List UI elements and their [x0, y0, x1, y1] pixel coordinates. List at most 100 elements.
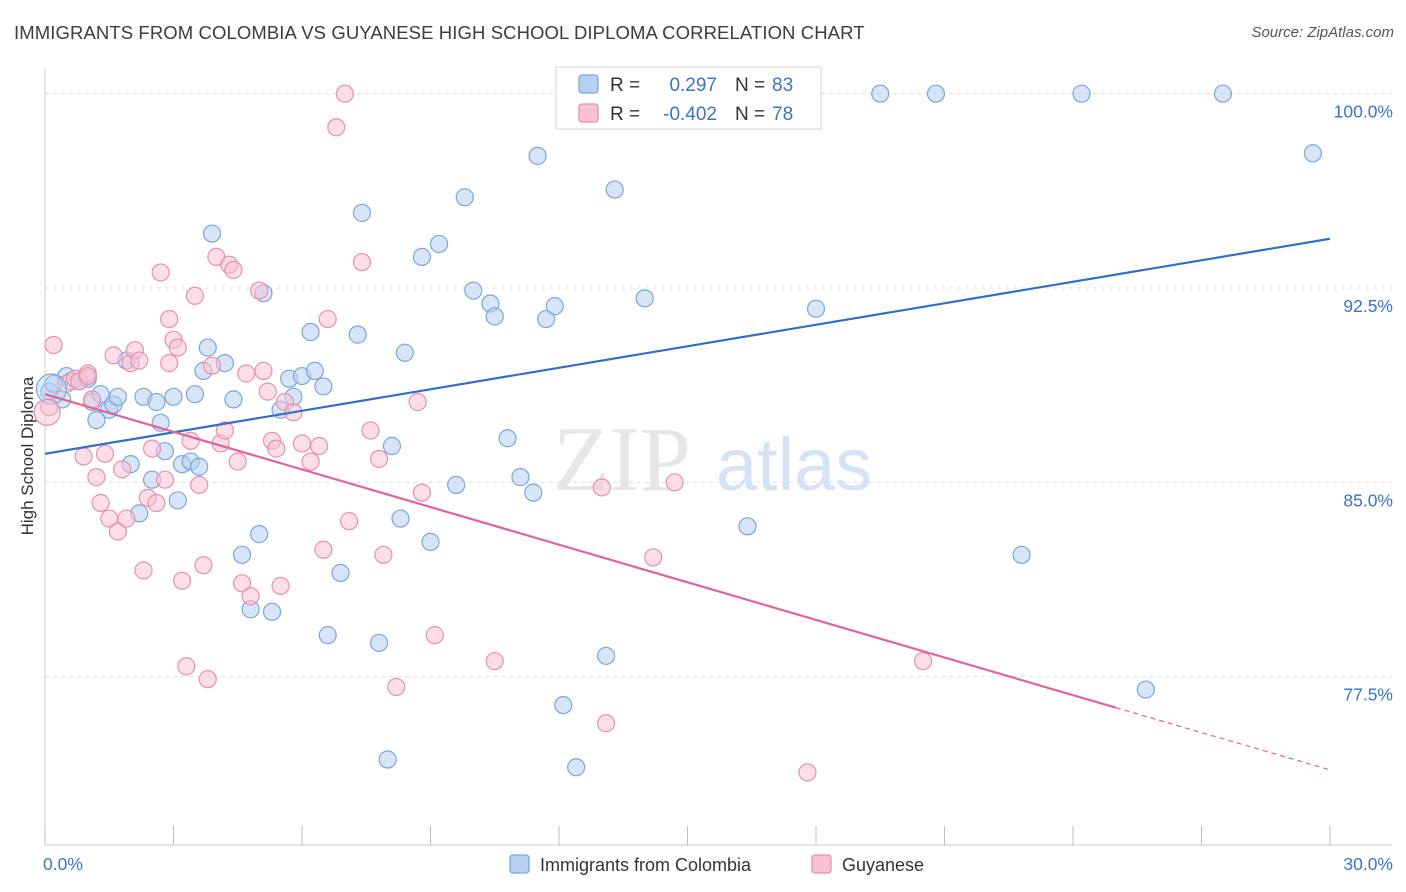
point-guyanese-56 — [318, 309, 337, 329]
watermark-zip: ZIP — [553, 408, 691, 510]
stats-n-label-guyanese: N = — [735, 104, 765, 125]
point-colombia-45 — [378, 750, 397, 769]
point-guyanese-68 — [485, 651, 504, 671]
point-guyanese-13 — [108, 522, 127, 541]
y-axis-label: High School Diploma — [18, 376, 37, 535]
point-colombia-18 — [164, 387, 183, 406]
point-guyanese-33 — [194, 556, 213, 575]
point-colombia-62 — [545, 297, 564, 316]
point-colombia-65 — [597, 646, 616, 665]
point-guyanese-9 — [91, 493, 110, 513]
legend: Immigrants from Colombia Guyanese — [509, 854, 924, 875]
axes — [44, 68, 1392, 846]
point-colombia-47 — [391, 509, 410, 528]
stats-n-value-guyanese: 78 — [772, 104, 793, 125]
point-colombia-41 — [331, 563, 350, 583]
point-guyanese-34 — [198, 670, 217, 689]
point-guyanese-19 — [134, 561, 153, 580]
point-colombia-77 — [1213, 84, 1233, 103]
stats-n-label-colombia: N = — [735, 75, 765, 96]
x-tick-label-0: 0.0% — [43, 854, 83, 874]
point-colombia-23 — [190, 457, 209, 476]
point-colombia-70 — [738, 517, 757, 536]
point-guyanese-65 — [408, 392, 427, 412]
point-guyanese-75 — [78, 366, 97, 386]
point-colombia-19 — [168, 491, 187, 510]
trend-line-colombia — [44, 237, 1331, 455]
stats-swatch-colombia — [578, 74, 599, 94]
point-guyanese-14 — [112, 460, 132, 479]
point-colombia-29 — [232, 545, 252, 564]
point-guyanese-5 — [74, 447, 93, 466]
point-guyanese-49 — [271, 576, 290, 596]
point-guyanese-15 — [117, 509, 136, 528]
point-guyanese-70 — [597, 714, 616, 733]
point-colombia-61 — [537, 309, 556, 329]
point-guyanese-43 — [241, 587, 260, 606]
point-colombia-49 — [412, 247, 432, 266]
point-colombia-40 — [318, 626, 337, 645]
stats-n-value-colombia: 83 — [772, 75, 793, 96]
point-colombia-78 — [1303, 144, 1322, 163]
point-guyanese-40 — [224, 260, 243, 279]
point-guyanese-12 — [104, 346, 123, 365]
point-colombia-74 — [1012, 545, 1031, 564]
point-guyanese-60 — [352, 252, 372, 272]
stats-swatch-guyanese — [578, 103, 599, 123]
legend-label-guyanese: Guyanese — [842, 855, 924, 875]
point-guyanese-67 — [425, 626, 444, 645]
x-tick-label-1: 30.0% — [1343, 854, 1393, 874]
point-colombia-26 — [202, 224, 222, 243]
point-guyanese-18 — [130, 351, 149, 370]
point-colombia-25 — [198, 338, 217, 357]
point-colombia-52 — [447, 475, 466, 494]
point-guyanese-23 — [151, 263, 170, 282]
point-guyanese-77 — [160, 354, 179, 373]
point-guyanese-62 — [370, 449, 389, 469]
stats-box-frame — [555, 66, 822, 130]
point-guyanese-74 — [913, 651, 933, 671]
point-colombia-43 — [352, 203, 372, 222]
point-colombia-44 — [370, 633, 389, 653]
point-colombia-82 — [305, 361, 324, 380]
point-guyanese-35 — [202, 356, 222, 375]
point-guyanese-53 — [301, 452, 320, 471]
point-guyanese-44 — [250, 281, 269, 300]
point-colombia-50 — [421, 532, 440, 551]
y-tick-label-1: 92.5% — [1343, 296, 1393, 316]
point-guyanese-22 — [147, 493, 166, 513]
stats-r-label-guyanese: R = — [610, 104, 640, 125]
point-colombia-57 — [498, 429, 517, 448]
point-colombia-39 — [314, 377, 333, 396]
y-tick-label-3: 77.5% — [1343, 685, 1393, 705]
point-guyanese-46 — [258, 382, 277, 401]
point-guyanese-48 — [267, 439, 286, 458]
point-colombia-54 — [464, 281, 483, 300]
stats-r-label-colombia: R = — [610, 75, 640, 96]
point-guyanese-55 — [314, 540, 333, 559]
point-guyanese-72 — [665, 473, 684, 492]
chart-title: IMMIGRANTS FROM COLOMBIA VS GUYANESE HIG… — [14, 22, 865, 43]
point-guyanese-61 — [361, 421, 380, 440]
point-colombia-9 — [108, 387, 127, 406]
point-colombia-28 — [224, 390, 243, 409]
tick-labels: 100.0% 92.5% 85.0% 77.5% 0.0% 30.0% — [43, 102, 1393, 874]
point-guyanese-76 — [237, 364, 256, 383]
point-colombia-58 — [511, 468, 530, 487]
point-colombia-33 — [262, 602, 282, 621]
trend-lines — [44, 237, 1331, 771]
trend-extension-guyanese — [1115, 707, 1331, 771]
point-guyanese-52 — [292, 434, 312, 453]
point-guyanese-27 — [168, 338, 187, 357]
point-colombia-63 — [554, 695, 573, 715]
point-guyanese-71 — [644, 548, 663, 567]
point-colombia-56 — [485, 307, 504, 326]
point-guyanese-10 — [95, 444, 115, 463]
y-tick-label-2: 85.0% — [1343, 490, 1393, 510]
point-colombia-51 — [429, 234, 449, 254]
point-guyanese-54 — [310, 436, 329, 456]
point-colombia-59 — [524, 483, 543, 502]
point-colombia-64 — [567, 758, 586, 777]
point-guyanese-24 — [155, 470, 175, 489]
